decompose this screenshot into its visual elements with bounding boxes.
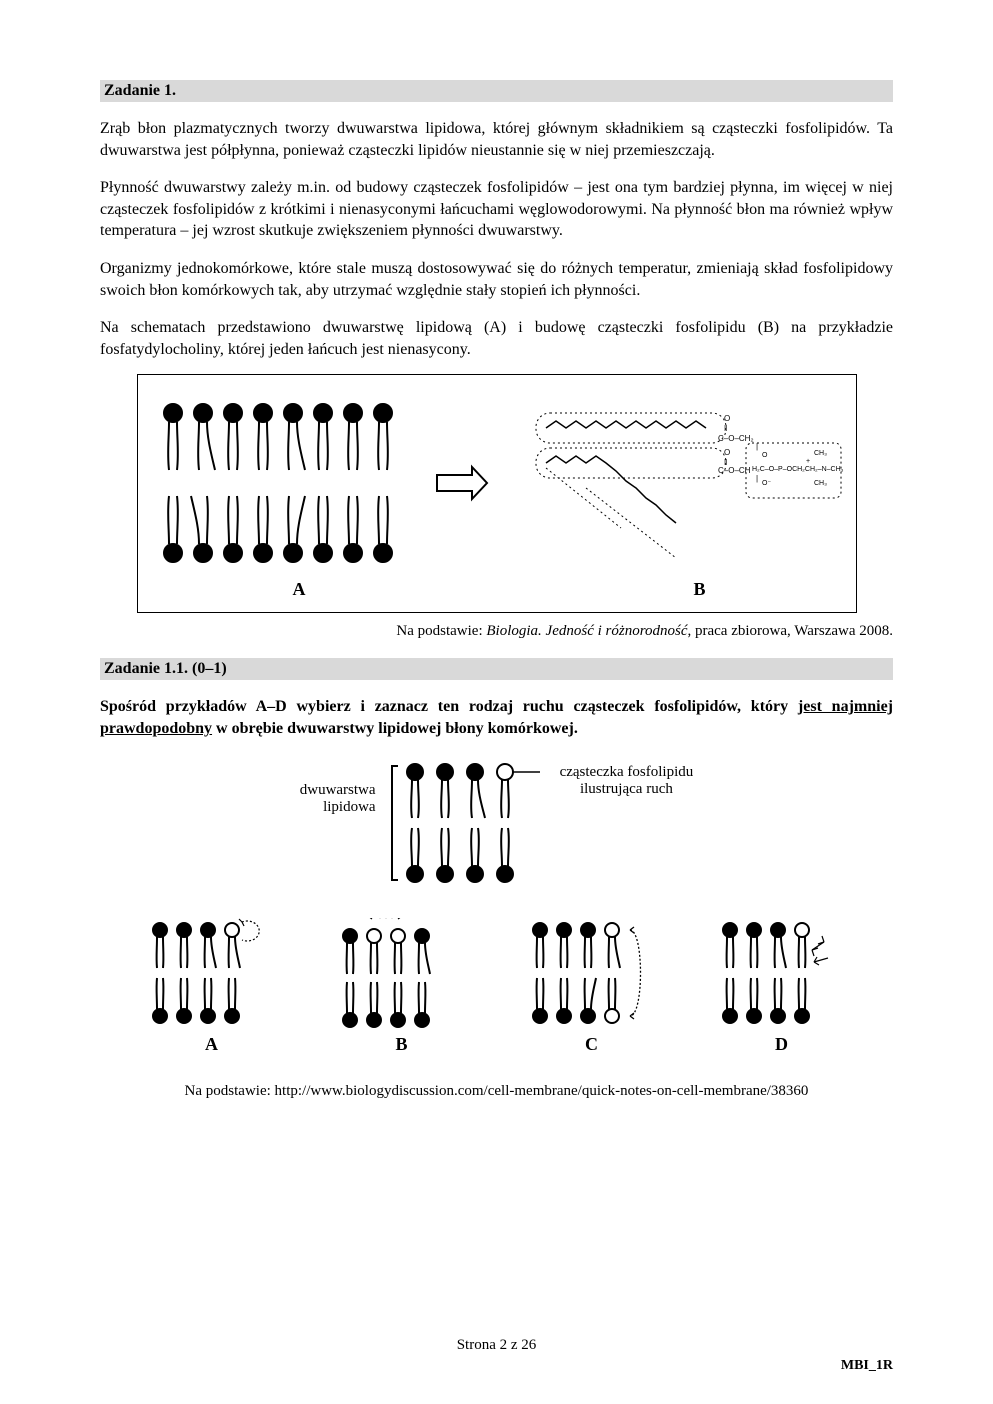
figure-source-2: Na podstawie: http://www.biologydiscussi… (100, 1083, 893, 1100)
svg-text:|: | (756, 474, 758, 483)
footer-code: MBI_1R (841, 1358, 893, 1374)
svg-text:H₂C–O–P–OCH₂CH₂–N–CH₃: H₂C–O–P–OCH₂CH₂–N–CH₃ (752, 466, 844, 473)
option-d[interactable]: D (712, 918, 852, 1055)
svg-text:+: + (806, 458, 810, 465)
figure-label-b: B (693, 579, 705, 600)
svg-text:O: O (762, 452, 768, 459)
arrow-icon (432, 463, 492, 503)
figure-molecule: O ‖ C–O–CH₂ | O ‖ C–O–CH | O CH₃ H₂C–O–P… (526, 393, 846, 573)
option-c-label: C (585, 1034, 598, 1055)
figure-source-1: Na podstawie: Biologia. Jedność i różnor… (100, 623, 893, 640)
paragraph-1: Zrąb błon plazmatycznych tworzy dwuwarst… (100, 118, 893, 161)
legend-left-label: dwuwarstwa lipidowa (300, 782, 376, 816)
option-a-figure (142, 918, 282, 1028)
option-d-figure (712, 918, 852, 1028)
svg-text:O: O (724, 414, 730, 423)
legend-bilayer (390, 758, 540, 888)
paragraph-2: Płynność dwuwarstwy zależy m.in. od budo… (100, 177, 893, 242)
options-row: A (100, 918, 893, 1055)
option-a-label: A (205, 1034, 218, 1055)
option-b[interactable]: B (332, 918, 472, 1055)
question-text: Spośród przykładów A–D wybierz i zaznacz… (100, 696, 893, 739)
svg-text:O⁻: O⁻ (762, 480, 771, 487)
svg-text:O: O (724, 448, 730, 457)
task-header: Zadanie 1. (100, 80, 893, 102)
figure-label-a: A (293, 579, 306, 600)
legend-right-label: cząsteczka fosfolipidu ilustrująca ruch (560, 764, 694, 798)
option-b-label: B (395, 1034, 407, 1055)
option-c[interactable]: C (522, 918, 662, 1055)
figure-container: O ‖ C–O–CH₂ | O ‖ C–O–CH | O CH₃ H₂C–O–P… (137, 374, 857, 613)
svg-text:CH₃: CH₃ (814, 450, 827, 457)
paragraph-4: Na schematach przedstawiono dwuwarstwę l… (100, 317, 893, 360)
figure-bilayer (148, 398, 398, 568)
legend-diagram: dwuwarstwa lipidowa (100, 758, 893, 888)
option-d-label: D (775, 1034, 788, 1055)
option-a[interactable]: A (142, 918, 282, 1055)
option-c-figure (522, 918, 662, 1028)
svg-text:‖: ‖ (724, 424, 727, 433)
paragraph-3: Organizmy jednokomórkowe, które stale mu… (100, 258, 893, 301)
option-b-figure (332, 918, 472, 1028)
svg-text:CH₃: CH₃ (814, 480, 827, 487)
svg-text:C–O–CH₂: C–O–CH₂ (718, 434, 754, 443)
subtask-header: Zadanie 1.1. (0–1) (100, 658, 893, 680)
footer-page-number: Strona 2 z 26 (0, 1337, 993, 1354)
